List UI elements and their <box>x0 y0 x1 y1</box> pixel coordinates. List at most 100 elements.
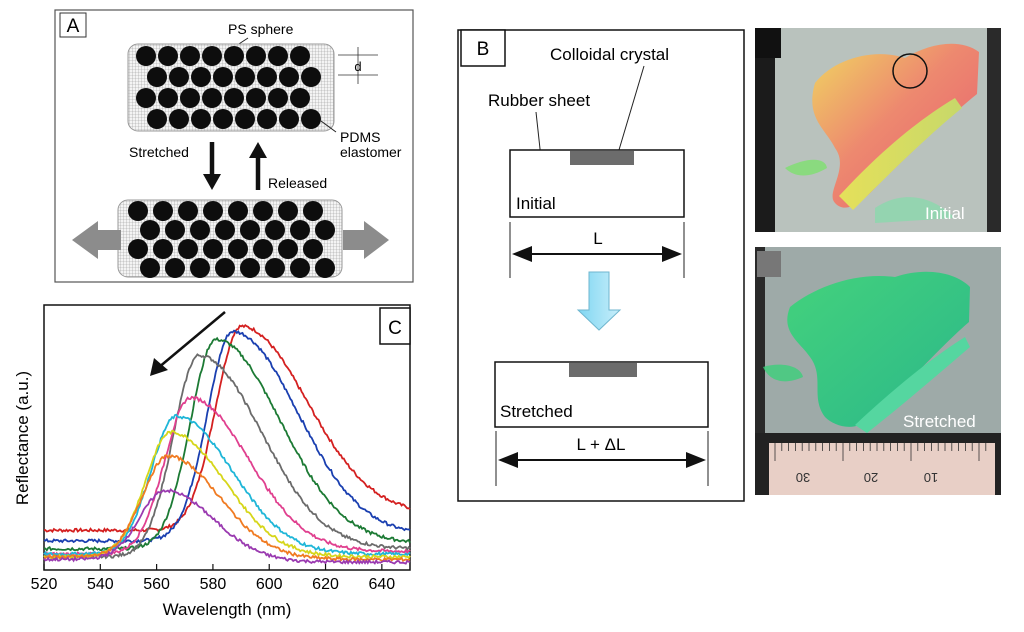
ps-sphere <box>128 201 148 221</box>
ps-sphere <box>303 239 323 259</box>
x-tick-label: 560 <box>143 576 170 593</box>
ruler-tick-marks <box>774 443 987 461</box>
ps-sphere <box>315 258 335 278</box>
ps-sphere <box>290 88 310 108</box>
photo-initial: Initial <box>755 28 1001 232</box>
series-red <box>43 323 411 534</box>
L-delta-arrow-head-left <box>498 452 518 468</box>
colloidal-crystal-label: Colloidal crystal <box>550 45 669 64</box>
stretch-left-arrow <box>72 221 121 259</box>
ps-sphere <box>290 258 310 278</box>
ps-sphere <box>279 67 299 87</box>
plot-area <box>43 304 411 571</box>
ps-sphere <box>178 239 198 259</box>
ps-sphere <box>169 67 189 87</box>
series-blue <box>43 329 411 544</box>
x-tick-label: 600 <box>256 576 283 593</box>
sphere-array-initial <box>136 46 321 129</box>
pdms-label-line2: elastomer <box>340 144 402 160</box>
L-arrow-head-right <box>662 246 682 262</box>
ps-sphere <box>315 220 335 240</box>
ps-sphere <box>165 220 185 240</box>
panel-a-label: A <box>67 16 80 37</box>
series-purple <box>43 488 411 565</box>
ps-sphere <box>257 67 277 87</box>
ps-sphere <box>228 239 248 259</box>
ps-sphere <box>265 220 285 240</box>
ps-sphere <box>224 88 244 108</box>
series-group <box>43 323 411 565</box>
ps-sphere <box>153 239 173 259</box>
ps-sphere <box>278 201 298 221</box>
x-tick-label: 620 <box>312 576 339 593</box>
d-label: d <box>354 59 361 74</box>
photo-initial-label: Initial <box>925 204 965 223</box>
colloidal-crystal-initial <box>570 151 634 165</box>
x-axis-ticks: 520 540 560 580 600 620 640 <box>31 564 395 593</box>
ps-sphere <box>136 46 156 66</box>
ps-sphere <box>278 239 298 259</box>
ps-sphere <box>213 109 233 129</box>
ps-sphere <box>268 46 288 66</box>
ps-sphere <box>253 201 273 221</box>
x-tick-label: 540 <box>87 576 114 593</box>
panel-c-label-box <box>379 307 411 345</box>
series-green <box>43 336 411 552</box>
ruler-label-30: 30 <box>796 470 810 485</box>
ps-sphere <box>240 258 260 278</box>
ps-sphere <box>140 258 160 278</box>
ps-sphere <box>158 88 178 108</box>
ps-sphere <box>128 239 148 259</box>
ps-sphere <box>246 88 266 108</box>
x-tick-label: 640 <box>368 576 395 593</box>
ps-sphere <box>190 258 210 278</box>
panel-b-label: B <box>477 39 490 60</box>
x-tick-label: 520 <box>31 576 58 593</box>
panel-b: B Colloidal crystal Rubber sheet Initial… <box>457 29 745 502</box>
measure-spot-circle <box>892 53 928 89</box>
ps-sphere <box>290 220 310 240</box>
ps-sphere <box>265 258 285 278</box>
ps-sphere <box>165 258 185 278</box>
ps-sphere <box>301 109 321 129</box>
initial-label: Initial <box>516 194 556 213</box>
L-label: L <box>593 229 602 248</box>
ps-sphere <box>158 46 178 66</box>
ps-sphere <box>136 88 156 108</box>
ps-sphere <box>190 220 210 240</box>
down-arrow <box>576 271 622 331</box>
x-tick-label: 580 <box>200 576 227 593</box>
ps-sphere <box>191 109 211 129</box>
stretched-label: Stretched <box>129 144 189 160</box>
photo-stretched: 30 20 10 Stretched <box>755 247 1001 495</box>
pdms-label-line1: PDMS <box>340 129 380 145</box>
L-arrow-head-left <box>512 246 532 262</box>
ps-sphere <box>215 258 235 278</box>
ps-sphere <box>228 201 248 221</box>
ps-sphere <box>147 109 167 129</box>
panel-b-label-box <box>460 29 506 67</box>
ps-sphere <box>303 201 323 221</box>
shift-arrow-shaft <box>157 311 226 369</box>
ps-sphere <box>301 67 321 87</box>
ps-sphere <box>290 46 310 66</box>
L-delta-label: L + ΔL <box>576 435 625 454</box>
ps-sphere <box>169 109 189 129</box>
panel-c-label: C <box>388 318 402 339</box>
sphere-array-stretched <box>128 201 335 278</box>
ruler-label-20: 20 <box>864 470 878 485</box>
ruler <box>769 443 995 495</box>
ps-sphere <box>246 46 266 66</box>
shift-arrow-head <box>150 358 168 376</box>
ps-sphere <box>253 239 273 259</box>
ps-sphere <box>180 46 200 66</box>
ps-sphere <box>235 109 255 129</box>
ps-sphere <box>279 109 299 129</box>
colloidal-crystal-pointer <box>615 65 645 161</box>
ps-sphere <box>203 239 223 259</box>
photo-stretched-label: Stretched <box>903 412 976 431</box>
released-label: Released <box>268 175 327 191</box>
ps-sphere <box>153 201 173 221</box>
colloidal-crystal-stretched <box>569 363 637 377</box>
panel-a-label-box <box>59 12 87 38</box>
